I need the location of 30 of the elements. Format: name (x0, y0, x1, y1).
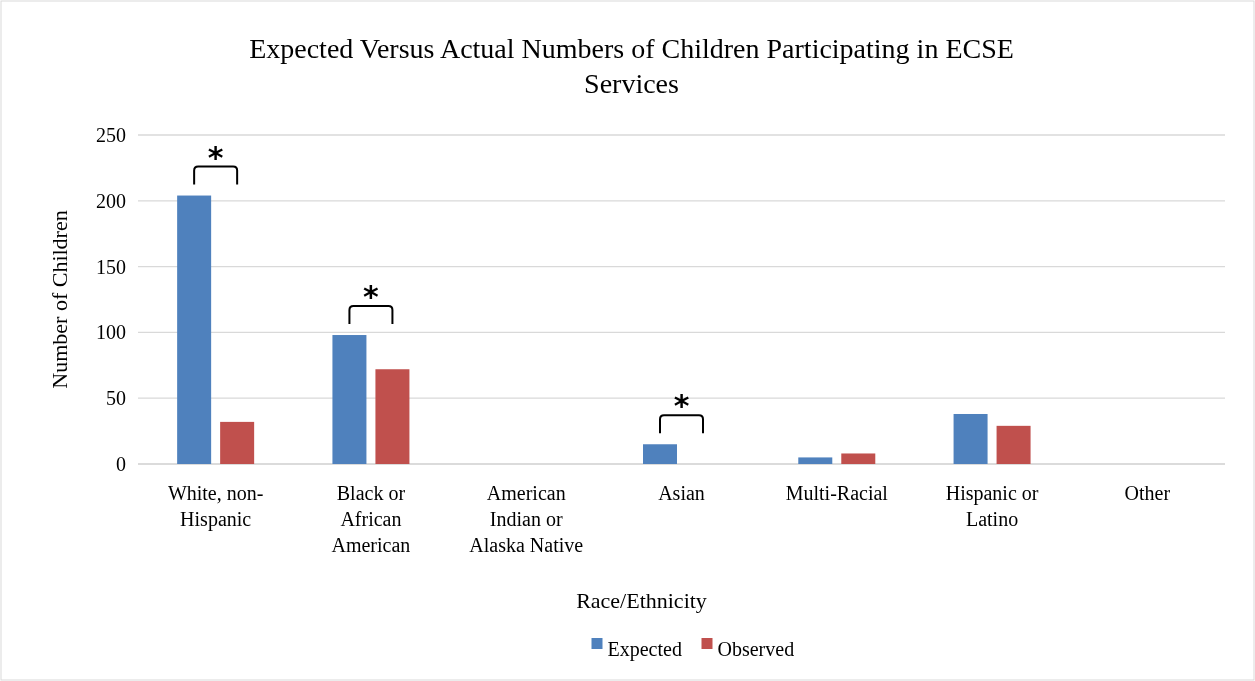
x-tick-label: American Indian or Alaska Native (469, 482, 584, 556)
bar (177, 195, 212, 464)
y-tick-label: 200 (96, 189, 126, 212)
y-tick-label: 50 (106, 387, 126, 410)
y-tick-label: 0 (116, 453, 126, 475)
bar (798, 457, 833, 464)
y-axis-title: Number of Children (47, 210, 72, 389)
bar (220, 421, 255, 464)
annotation: * (673, 388, 690, 424)
legend-label: Expected (607, 638, 682, 661)
bar (841, 453, 876, 464)
bar (375, 369, 410, 464)
bar (953, 413, 988, 464)
x-tick-label: White, non-Hispanic (167, 482, 264, 531)
bar (643, 444, 677, 464)
legend-label: Observed (717, 638, 795, 660)
y-tick-label: 150 (96, 255, 126, 278)
bar (332, 335, 367, 464)
annotation: * (363, 279, 380, 315)
y-tick-label: 100 (96, 321, 126, 344)
x-tick-label: Multi-Racial (785, 482, 889, 504)
chart-title: Expected Versus Actual Numbers of Children Participating in ECSE Services (249, 33, 1014, 99)
annotation: * (207, 139, 224, 175)
bar (996, 425, 1031, 464)
x-axis-title: Race/Ethnicity (576, 588, 707, 613)
x-tick-label: Black or African American (331, 482, 411, 556)
x-tick-label: Asian (658, 482, 705, 504)
x-tick-label: Hispanic or Latino (945, 482, 1039, 530)
x-tick-label: Other (1124, 482, 1171, 504)
y-tick-label: 250 (96, 124, 126, 146)
